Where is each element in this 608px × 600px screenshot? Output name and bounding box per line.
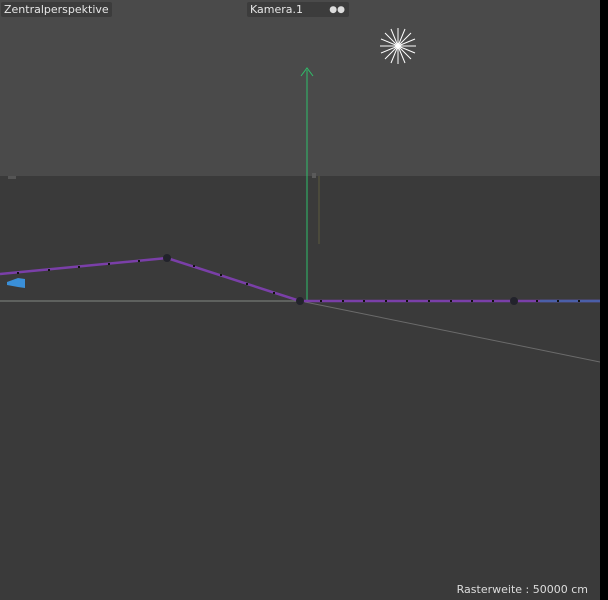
camera-name: Kamera.1 <box>250 3 304 16</box>
light-icon[interactable] <box>380 28 416 64</box>
viewport-border <box>600 0 608 600</box>
y-axis-arrow-icon[interactable] <box>300 67 314 77</box>
spline-points <box>17 260 580 302</box>
camera-icon[interactable]: ●● <box>329 5 345 15</box>
camera-object-icon[interactable] <box>7 278 25 288</box>
spline-vertex[interactable] <box>510 297 518 305</box>
view-name-label[interactable]: Zentralperspektive <box>1 2 112 17</box>
ground-line <box>304 301 600 363</box>
horizon-background <box>0 0 600 176</box>
object-marker <box>8 176 16 179</box>
camera-selector[interactable]: Kamera.1 ●● <box>247 2 349 17</box>
spline-path[interactable] <box>0 256 600 303</box>
grid-spacing-readout: Rasterweite : 50000 cm <box>456 583 588 596</box>
object-marker <box>312 173 316 178</box>
spline-vertex[interactable] <box>296 297 304 305</box>
spline-vertex[interactable] <box>163 254 171 262</box>
